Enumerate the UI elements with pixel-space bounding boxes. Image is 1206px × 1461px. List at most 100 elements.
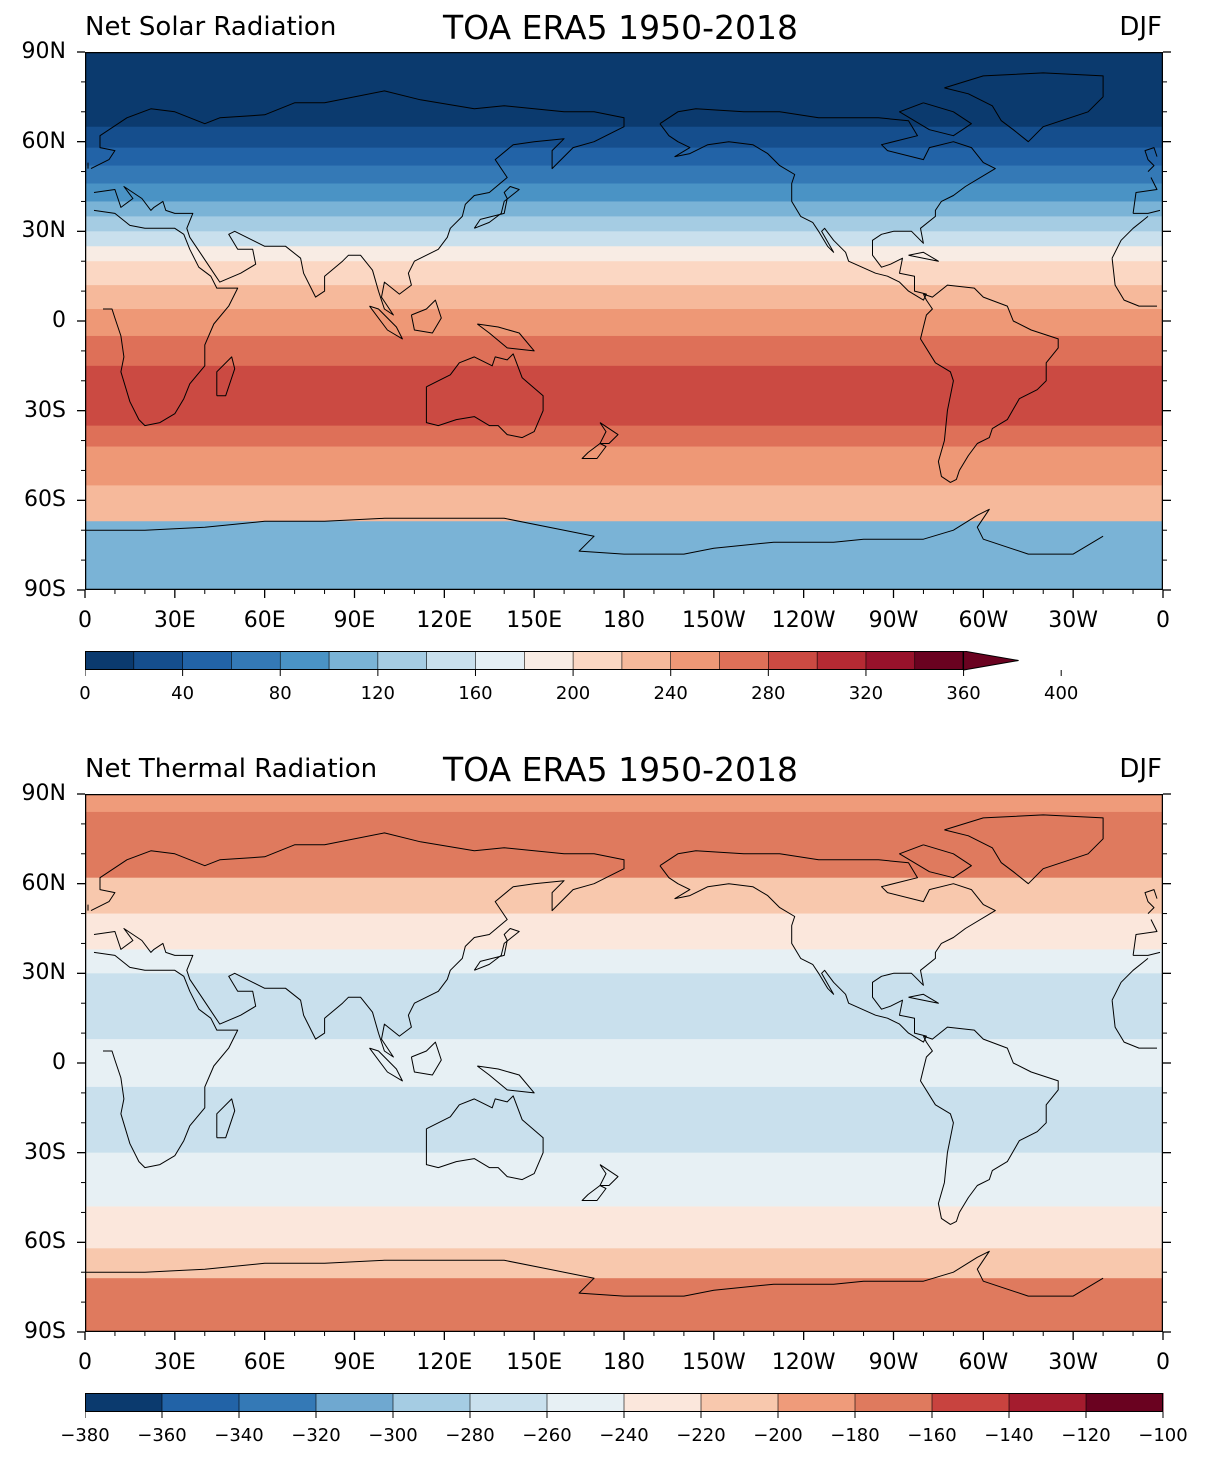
colorbar-segment — [393, 1393, 471, 1412]
lat-tick-label: 90S — [24, 577, 66, 602]
colorbar-tick-label: 240 — [653, 683, 688, 704]
colorbar-tick-label: −140 — [984, 1425, 1034, 1446]
coastline — [908, 251, 939, 262]
coastline — [1111, 258, 1157, 307]
colorbar-tick-label: −340 — [214, 1425, 264, 1446]
lon-tick-label: 150W — [681, 1350, 746, 1375]
colorbar-segment — [1009, 1393, 1087, 1412]
lon-tick-label: 60W — [958, 1350, 1009, 1375]
field-band — [85, 521, 1163, 590]
coastline — [659, 850, 996, 1043]
field-band — [85, 261, 1163, 286]
colorbar-segment — [932, 1393, 1010, 1412]
colorbar-tick-label: −160 — [907, 1425, 957, 1446]
lon-tick-label: 60W — [958, 608, 1009, 633]
colorbar-segment — [817, 651, 867, 670]
colorbar-tick-label: 200 — [555, 683, 591, 704]
lat-tick-label: 60S — [24, 487, 66, 513]
panel-variable-title: Net Solar Radiation — [85, 12, 337, 42]
lon-tick-label: 120W — [771, 1350, 836, 1375]
lon-tick-label: 180 — [603, 608, 645, 633]
coastline — [1111, 1000, 1157, 1049]
lon-tick-label: 30W — [1048, 608, 1099, 633]
field-band — [85, 231, 1163, 247]
lon-tick-label: 180 — [603, 1350, 645, 1375]
field-band — [85, 183, 1163, 202]
colorbar-segment — [316, 1393, 394, 1412]
field-band — [85, 165, 1163, 185]
colorbar-segment — [470, 1393, 548, 1412]
coastline — [920, 1026, 1059, 1225]
coastline — [369, 1047, 403, 1082]
lon-tick-label: 30W — [1048, 1350, 1099, 1375]
colorbar-segment — [855, 1393, 933, 1412]
lon-tick-label: 150W — [681, 608, 746, 633]
coastline — [93, 209, 239, 427]
field-band — [85, 485, 1163, 522]
field-band — [85, 365, 1163, 427]
thermal-map-axes — [77, 793, 1171, 1340]
lon-tick-label: 60E — [243, 1350, 286, 1375]
colorbar-segment — [239, 1393, 317, 1412]
lat-tick-label: 0 — [52, 308, 66, 333]
colorbar-segment — [426, 651, 476, 670]
coastline — [425, 1095, 544, 1181]
colorbar-segment — [231, 651, 281, 670]
colorbar-tick-label: −120 — [1061, 1425, 1111, 1446]
coastline — [90, 832, 625, 1058]
coastline — [473, 928, 520, 971]
colorbar-tick-label: −300 — [368, 1425, 418, 1446]
panel-main-title: TOA ERA5 1950-2018 — [443, 8, 798, 47]
colorbar-tick-label: −360 — [137, 1425, 187, 1446]
colorbar-segment — [1086, 1393, 1164, 1412]
lon-tick-label: 30E — [153, 608, 196, 633]
colorbar-tick-label: 80 — [268, 683, 292, 704]
colorbar-segment — [719, 651, 769, 670]
colorbar-segment — [768, 651, 818, 670]
colorbar-segment — [573, 651, 623, 670]
coastline — [1132, 919, 1158, 956]
lon-tick-label: 150E — [506, 608, 563, 633]
coastline — [1111, 216, 1149, 259]
field-band — [85, 425, 1163, 448]
lon-tick-label: 60E — [243, 608, 286, 633]
colorbar-tick-label: 320 — [848, 683, 884, 704]
colorbar-segment — [133, 651, 184, 670]
coastline — [216, 356, 236, 397]
map-frame — [85, 794, 1163, 1332]
colorbar-tick-label: 40 — [171, 683, 195, 704]
field-band — [85, 1152, 1163, 1207]
colorbar-segment — [914, 651, 965, 670]
lat-tick-label: 60N — [21, 870, 66, 896]
field-band — [85, 216, 1163, 232]
colorbar-segment — [865, 651, 916, 670]
coastline — [425, 353, 544, 439]
coastline — [1144, 889, 1158, 914]
solar-colorbar — [85, 651, 1062, 676]
coastline — [581, 1185, 607, 1201]
colorbar-segment — [280, 651, 330, 670]
field-band — [85, 1206, 1163, 1249]
lon-tick-label: 90E — [333, 608, 376, 633]
coastline — [85, 517, 625, 555]
coastline — [369, 305, 403, 340]
coastline — [1133, 209, 1161, 214]
colorbar-segment — [624, 1393, 702, 1412]
lat-tick-label: 90N — [21, 781, 66, 806]
coastline — [216, 1098, 236, 1139]
field-band — [85, 1039, 1163, 1088]
field-band — [85, 794, 1163, 813]
colorbar-frame — [85, 1393, 1163, 1412]
lon-tick-label: 0 — [78, 608, 92, 633]
map-frame — [85, 52, 1163, 590]
panel-variable-title: Net Thermal Radiation — [85, 754, 378, 784]
coastline — [1132, 177, 1158, 214]
thermal-colorbar — [85, 1393, 1164, 1418]
colorbar-segment — [85, 1393, 163, 1412]
field-band — [85, 335, 1163, 367]
coastline — [410, 299, 442, 334]
field-band — [85, 1086, 1163, 1154]
lat-tick-label: 90N — [21, 39, 66, 64]
field-band — [85, 309, 1163, 337]
lat-tick-label: 60S — [24, 1229, 66, 1255]
